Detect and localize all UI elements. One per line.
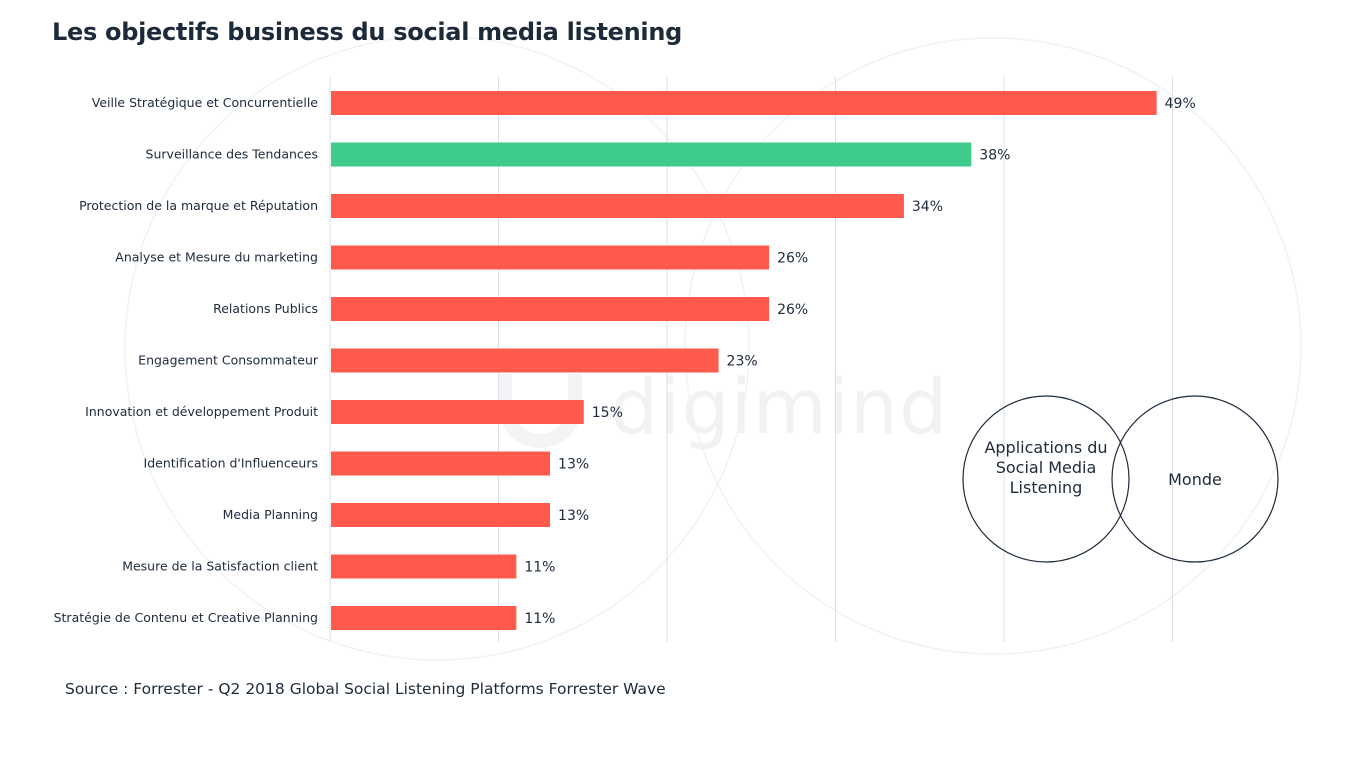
category-label: Mesure de la Satisfaction client bbox=[122, 559, 318, 574]
value-label: 34% bbox=[912, 199, 943, 215]
bar bbox=[331, 451, 551, 476]
source-note: Source : Forrester - Q2 2018 Global Soci… bbox=[65, 680, 666, 698]
background-circle-left bbox=[124, 35, 750, 661]
category-label: Media Planning bbox=[223, 507, 318, 522]
value-label: 49% bbox=[1165, 96, 1196, 112]
value-label: 23% bbox=[727, 354, 758, 370]
bar bbox=[331, 348, 719, 373]
value-label: 11% bbox=[524, 560, 555, 576]
watermark: digimind bbox=[610, 362, 949, 451]
category-label: Identification d'Influenceurs bbox=[144, 456, 318, 471]
category-label: Analyse et Mesure du marketing bbox=[115, 250, 318, 265]
category-label: Protection de la marque et Réputation bbox=[79, 198, 318, 213]
value-label: 38% bbox=[979, 148, 1010, 164]
legend-label-applications: Applications du Social Media Listening bbox=[984, 438, 1108, 497]
category-label: Veille Stratégique et Concurrentielle bbox=[92, 95, 319, 110]
bar bbox=[331, 400, 584, 424]
value-label: 15% bbox=[592, 405, 623, 421]
value-label: 13% bbox=[558, 457, 589, 473]
value-label: 13% bbox=[558, 508, 589, 524]
venn-circle-monde bbox=[1111, 395, 1279, 563]
bar bbox=[331, 554, 517, 579]
bar bbox=[331, 194, 904, 218]
value-label: 26% bbox=[777, 251, 808, 267]
category-label: Engagement Consommateur bbox=[138, 353, 319, 368]
value-label: 11% bbox=[524, 611, 555, 627]
value-label: 26% bbox=[777, 302, 808, 318]
category-label: Innovation et développement Produit bbox=[85, 404, 318, 419]
category-label: Surveillance des Tendances bbox=[146, 147, 318, 162]
bar bbox=[331, 142, 972, 167]
category-label: Stratégie de Contenu et Creative Plannin… bbox=[54, 610, 318, 625]
background-circle-right bbox=[684, 37, 1302, 655]
bar bbox=[331, 91, 1157, 115]
bar bbox=[331, 606, 517, 630]
legend-label-monde: Monde bbox=[1168, 470, 1222, 489]
bar bbox=[331, 245, 770, 270]
chart-title: Les objectifs business du social media l… bbox=[52, 18, 682, 46]
bar bbox=[331, 503, 551, 527]
bar bbox=[331, 297, 770, 321]
venn-circle-applications bbox=[962, 395, 1130, 563]
category-label: Relations Publics bbox=[213, 301, 318, 316]
